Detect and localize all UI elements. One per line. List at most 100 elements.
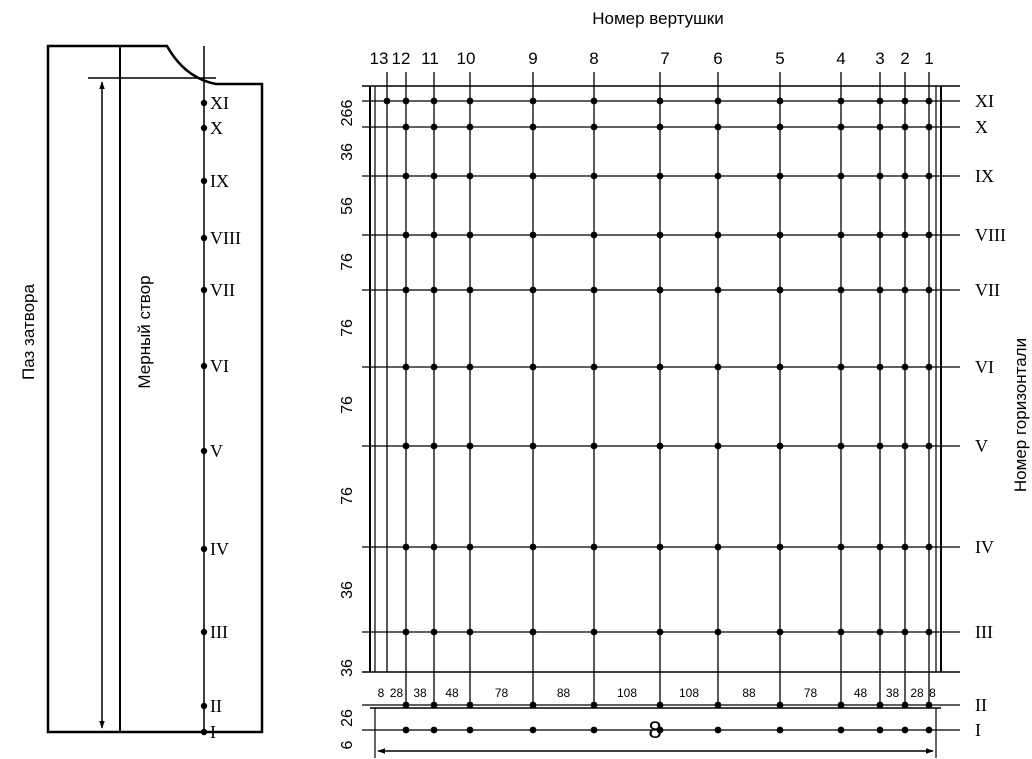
vertical-number: 13 xyxy=(370,49,389,68)
measurement-point xyxy=(901,628,909,636)
horizontal-label: V xyxy=(975,436,988,456)
measurement-point xyxy=(656,543,664,551)
measurement-point xyxy=(876,363,884,371)
measurement-point xyxy=(837,363,845,371)
measurement-point xyxy=(430,701,438,709)
horizontal-label: III xyxy=(975,622,993,642)
measurement-point xyxy=(656,628,664,636)
measurement-point xyxy=(430,172,438,180)
horizontal-label: IX xyxy=(975,166,994,186)
column-spacing-label: 78 xyxy=(804,686,818,700)
left-point-label: VII xyxy=(210,280,235,300)
measurement-point xyxy=(925,726,933,734)
measurement-point xyxy=(466,231,474,239)
row-spacing-label: 26 xyxy=(339,709,356,727)
measurement-point xyxy=(402,97,410,105)
measurement-point xyxy=(529,286,537,294)
left-point-dot xyxy=(200,234,208,242)
horizontal-label: VIII xyxy=(975,225,1006,245)
measurement-point xyxy=(837,286,845,294)
measurement-point xyxy=(837,442,845,450)
measurement-point xyxy=(529,442,537,450)
measurement-point xyxy=(529,628,537,636)
measurement-point xyxy=(714,123,722,131)
left-point-label: X xyxy=(210,118,223,138)
measurement-point xyxy=(901,726,909,734)
measurement-point xyxy=(776,628,784,636)
measurement-point xyxy=(714,442,722,450)
left-point-label: VI xyxy=(210,356,229,376)
measurement-point xyxy=(901,123,909,131)
measurement-point xyxy=(590,123,598,131)
vertical-number: 11 xyxy=(421,49,439,68)
measurement-point xyxy=(901,701,909,709)
measurement-point xyxy=(876,97,884,105)
left-point-label: III xyxy=(210,622,228,642)
vertical-number: 4 xyxy=(836,49,845,68)
row-spacing-label: 56 xyxy=(339,197,356,215)
grid-frame xyxy=(362,85,960,758)
measurement-point xyxy=(776,286,784,294)
measurement-point xyxy=(529,97,537,105)
measurement-point xyxy=(590,442,598,450)
measurement-point xyxy=(466,286,474,294)
measurement-point xyxy=(837,628,845,636)
horizontal-label: XI xyxy=(975,91,994,111)
measurement-point xyxy=(714,286,722,294)
row-spacing-label: 36 xyxy=(339,581,356,599)
measurement-point xyxy=(466,442,474,450)
measurement-point xyxy=(776,701,784,709)
grid-labels: 13 12 11 10 9 8 7 6 5 4 3 2 1XIXIXVIIIVIIVIVIVIIIIII… xyxy=(339,49,1006,749)
left-point-dot xyxy=(200,124,208,132)
column-spacing-label: 108 xyxy=(617,686,637,700)
horizontal-label: II xyxy=(975,695,987,715)
left-point-dot xyxy=(200,545,208,553)
measurement-point xyxy=(590,231,598,239)
left-point-label: V xyxy=(210,441,223,461)
column-spacing-label: 38 xyxy=(413,686,427,700)
measurement-point xyxy=(901,286,909,294)
left-point-dot xyxy=(200,286,208,294)
measurement-point xyxy=(402,231,410,239)
row-spacing-label: 76 xyxy=(339,396,356,414)
measurement-point xyxy=(776,123,784,131)
measurement-point xyxy=(430,543,438,551)
measurement-point xyxy=(430,231,438,239)
measurement-point xyxy=(430,97,438,105)
left-point-dot xyxy=(200,628,208,636)
measurement-point xyxy=(925,442,933,450)
measurement-point xyxy=(901,442,909,450)
measurement-point xyxy=(837,726,845,734)
measurement-point xyxy=(529,701,537,709)
measurement-point xyxy=(466,701,474,709)
measurement-point xyxy=(466,543,474,551)
measurement-point xyxy=(925,628,933,636)
measurement-point xyxy=(590,363,598,371)
measurement-point xyxy=(714,172,722,180)
row-spacing-label: 76 xyxy=(339,319,356,337)
horizontal-label: VII xyxy=(975,280,1000,300)
measurement-point xyxy=(402,701,410,709)
row-spacing-label: 76 xyxy=(339,487,356,505)
measurement-point xyxy=(925,286,933,294)
measurement-point xyxy=(714,363,722,371)
measurement-point xyxy=(925,701,933,709)
measurement-point xyxy=(776,363,784,371)
measurement-point xyxy=(656,172,664,180)
gate-groove-label: Паз затвора xyxy=(19,284,38,380)
left-point-label: IV xyxy=(210,539,229,559)
measurement-point xyxy=(837,123,845,131)
measurement-point xyxy=(656,726,664,734)
left-panel xyxy=(46,44,264,734)
vertical-number: 8 xyxy=(589,49,598,68)
measurement-point xyxy=(402,286,410,294)
top-title: Номер вертушки xyxy=(592,9,723,28)
vertical-number: 6 xyxy=(713,49,722,68)
left-point-dot xyxy=(200,447,208,455)
measurement-point xyxy=(529,726,537,734)
row-spacing-label: 76 xyxy=(339,253,356,271)
grid-dots xyxy=(383,97,933,734)
measurement-point xyxy=(714,701,722,709)
measurement-point xyxy=(925,172,933,180)
